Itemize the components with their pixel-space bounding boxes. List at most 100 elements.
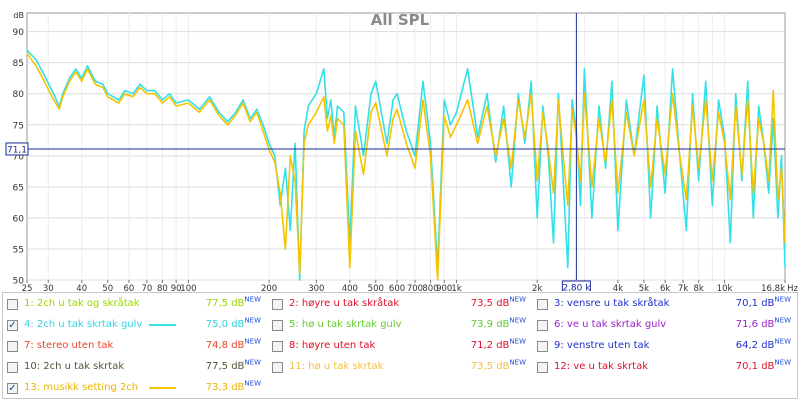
legend-item[interactable]: 6: ve u tak skrtak gulv 71,6 dBNEW [533, 317, 795, 333]
data-point [650, 186, 652, 188]
data-point [289, 229, 291, 231]
data-point [650, 217, 652, 219]
legend-checkbox[interactable] [537, 320, 548, 331]
data-point [307, 124, 309, 126]
legend-item[interactable]: 10: 2ch u tak skrtak 77,5 dBNEW [3, 359, 265, 375]
legend-line-swatch [149, 324, 176, 326]
x-tick-label: 4k [613, 284, 623, 291]
data-point [429, 155, 432, 157]
legend-item[interactable]: 12: ve u tak skrtak 70,1 dBNEW [533, 359, 795, 375]
legend-item[interactable]: 3: vensre u tak skråtak 70,1 dBNEW [533, 296, 795, 312]
data-point [405, 130, 407, 132]
data-point [495, 161, 497, 163]
legend-new-tag: NEW [774, 295, 791, 304]
legend-new-tag: NEW [244, 316, 261, 325]
data-point [198, 111, 201, 113]
legend-item[interactable]: 1: 2ch u tak og skråtak 77,5 dBNEW [3, 296, 265, 312]
x-tick-label: 25 [22, 284, 33, 291]
data-point [698, 180, 700, 182]
legend-item[interactable]: ✓ 13: musikk setting 2ch 73,3 dBNEW [3, 380, 265, 396]
legend-checkbox[interactable] [537, 362, 548, 373]
data-point [758, 117, 760, 120]
legend-label: 11: hø u tak skrtak [289, 361, 384, 372]
data-point [611, 99, 613, 101]
legend-checkbox[interactable] [272, 320, 283, 331]
data-point [26, 49, 28, 51]
data-point [362, 155, 365, 157]
legend-checkbox[interactable] [537, 299, 548, 310]
legend-item[interactable]: 8: høyre uten tak 71,2 dBNEW [268, 338, 530, 354]
legend-checkbox[interactable] [537, 341, 548, 352]
legend-checkbox[interactable]: ✓ [7, 383, 18, 394]
data-point [672, 93, 674, 95]
legend-item[interactable]: 2: høyre u tak skråtak 73,5 dBNEW [268, 296, 530, 312]
data-point [375, 80, 377, 82]
y-tick-label: 65 [13, 183, 24, 193]
data-point [729, 242, 731, 244]
data-point [68, 77, 71, 79]
x-tick-label: 16,8k [761, 284, 785, 291]
data-point [617, 229, 619, 231]
data-point [477, 142, 479, 144]
x-tick-label: 90 [171, 284, 182, 291]
data-point [396, 93, 398, 95]
legend-value: 73,5 dBNEW [470, 358, 526, 372]
legend-checkbox[interactable] [272, 299, 283, 310]
x-tick-label: 700 [407, 284, 423, 291]
data-point [747, 80, 749, 82]
data-point [118, 102, 120, 104]
data-point [625, 99, 627, 101]
legend-value: 73,9 dBNEW [470, 316, 526, 330]
legend-item[interactable]: 9: venstre uten tak 64,2 dBNEW [533, 338, 795, 354]
data-point [161, 99, 164, 101]
data-point [422, 99, 424, 101]
legend-new-tag: NEW [244, 379, 261, 388]
data-point [102, 86, 104, 89]
data-point [168, 93, 171, 95]
legend-checkbox[interactable] [7, 341, 18, 352]
legend-item[interactable]: 5: hø u tak skrtak gulv 73,9 dBNEW [268, 317, 530, 333]
data-point [780, 155, 783, 157]
legend-item[interactable]: 7: stereo uten tak 74,8 dBNEW [3, 338, 265, 354]
data-point [583, 68, 586, 70]
legend-item[interactable]: ✓ 4: 2ch u tak skrtak gulv 75,0 dBNEW [3, 317, 265, 333]
y-tick-label: 55 [13, 245, 24, 255]
x-tick-label: 8k [693, 284, 703, 291]
data-point [154, 90, 156, 92]
legend-checkbox[interactable] [7, 299, 18, 310]
data-point [154, 93, 156, 95]
data-point [315, 93, 317, 95]
data-point [107, 96, 109, 98]
legend-new-tag: NEW [509, 358, 526, 367]
data-point [175, 102, 177, 104]
legend-checkbox[interactable]: ✓ [7, 320, 18, 331]
legend-checkbox[interactable] [7, 362, 18, 373]
legend-label: 4: 2ch u tak skrtak gulv [24, 319, 143, 330]
cursor-x-box [561, 280, 591, 291]
data-point [326, 130, 329, 132]
data-point [772, 90, 774, 92]
data-point [396, 108, 398, 110]
data-point [107, 93, 109, 95]
data-point [692, 93, 694, 95]
spl-chart[interactable]: 50 55 60 65 70 75 80 85 90 dB 25 30 40 50 60 70 80 90 100 2… [0, 0, 800, 291]
legend-checkbox[interactable] [272, 341, 283, 352]
data-point [530, 80, 532, 82]
x-tick-label: 600 [389, 284, 405, 291]
x-tick-label: 40 [76, 284, 87, 291]
data-point [146, 93, 148, 95]
data-point [672, 68, 674, 70]
x-tick-label: 70 [141, 284, 152, 291]
data-point [723, 142, 726, 144]
data-point [591, 186, 593, 188]
legend-checkbox[interactable] [272, 362, 283, 373]
data-point [35, 65, 37, 67]
data-point [598, 117, 600, 120]
data-point [752, 217, 754, 219]
data-point [768, 180, 770, 182]
data-point [86, 68, 89, 70]
data-point [405, 142, 407, 144]
legend-item[interactable]: 11: hø u tak skrtak 73,5 dBNEW [268, 359, 530, 375]
legend-new-tag: NEW [244, 337, 261, 346]
legend-label: 6: ve u tak skrtak gulv [554, 319, 667, 330]
